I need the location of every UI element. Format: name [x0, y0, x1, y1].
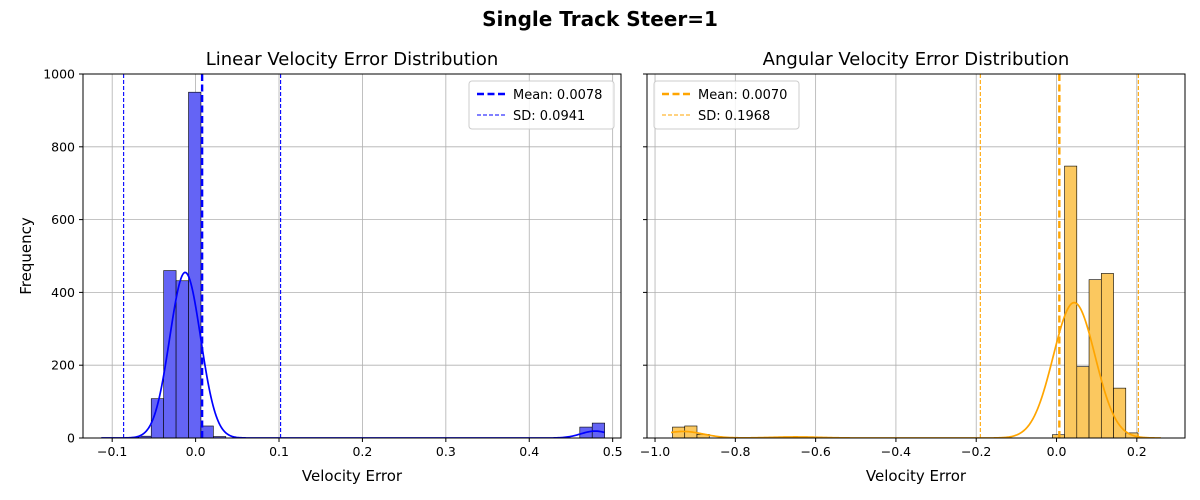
- x-tick-label: 0.4: [519, 444, 539, 459]
- legend-mean-label: Mean: 0.0078: [513, 88, 602, 103]
- histogram-bar: [213, 436, 227, 438]
- x-tick-label: 0.2: [1127, 444, 1147, 459]
- x-tick-label: 0.2: [352, 444, 372, 459]
- x-tick-label: −0.8: [720, 444, 750, 459]
- angular-axes-frame: [646, 73, 1186, 439]
- legend-mean-label: Mean: 0.0070: [698, 88, 787, 103]
- kde-curve: [101, 271, 605, 438]
- x-tick-label: 0.5: [603, 444, 623, 459]
- angular-x-axis-label: Velocity Error: [866, 467, 967, 485]
- x-tick-label: −0.1: [97, 444, 127, 459]
- y-tick-label: 800: [51, 139, 75, 154]
- legend-box: [653, 80, 800, 130]
- angular-ticks: −1.0 −0.8 −0.6 −0.4 −0.2 0.0 0.2: [640, 73, 1147, 459]
- linear-velocity-panel: Linear Velocity Error Distribution Veloc…: [17, 49, 623, 485]
- histogram-bar: [1100, 273, 1114, 438]
- linear-ticks: −0.1 0.0 0.1 0.2 0.3 0.4 0.5 0 200 400 600 800 1000: [43, 67, 622, 460]
- linear-kde: [101, 271, 605, 438]
- linear-x-axis-label: Velocity Error: [302, 467, 403, 485]
- y-tick-label: 200: [51, 358, 75, 373]
- angular-legend: Mean: 0.0070 SD: 0.1968: [653, 80, 800, 130]
- figure-suptitle: Single Track Steer=1: [482, 7, 718, 31]
- angular-velocity-panel: Angular Velocity Error Distribution Velo…: [640, 49, 1186, 485]
- y-tick-label: 0: [67, 431, 75, 446]
- x-tick-label: −1.0: [640, 444, 670, 459]
- x-tick-label: −0.6: [800, 444, 830, 459]
- y-tick-label: 400: [51, 285, 75, 300]
- x-tick-label: 0.0: [1047, 444, 1067, 459]
- linear-reference-lines: [123, 74, 282, 438]
- y-axis-label: Frequency: [17, 217, 35, 295]
- y-tick-label: 600: [51, 212, 75, 227]
- x-tick-label: −0.4: [881, 444, 911, 459]
- angular-histogram-bars: [672, 165, 1139, 438]
- x-tick-label: 0.1: [269, 444, 289, 459]
- histogram-bar: [163, 270, 177, 438]
- y-tick-label: 1000: [43, 67, 75, 82]
- x-tick-label: 0.0: [186, 444, 206, 459]
- legend-sd-label: SD: 0.1968: [698, 109, 770, 124]
- angular-reference-lines: [979, 74, 1139, 438]
- histogram-bar: [175, 280, 189, 438]
- angular-panel-title: Angular Velocity Error Distribution: [763, 49, 1070, 70]
- x-tick-label: −0.2: [961, 444, 991, 459]
- linear-panel-title: Linear Velocity Error Distribution: [206, 49, 499, 70]
- histogram-bar: [188, 91, 202, 438]
- linear-legend: Mean: 0.0078 SD: 0.0941: [468, 80, 615, 130]
- legend-box: [468, 80, 615, 130]
- x-tick-label: 0.3: [436, 444, 456, 459]
- linear-axes-frame: [82, 73, 622, 439]
- legend-sd-label: SD: 0.0941: [513, 109, 585, 124]
- histogram-bar: [1076, 366, 1090, 438]
